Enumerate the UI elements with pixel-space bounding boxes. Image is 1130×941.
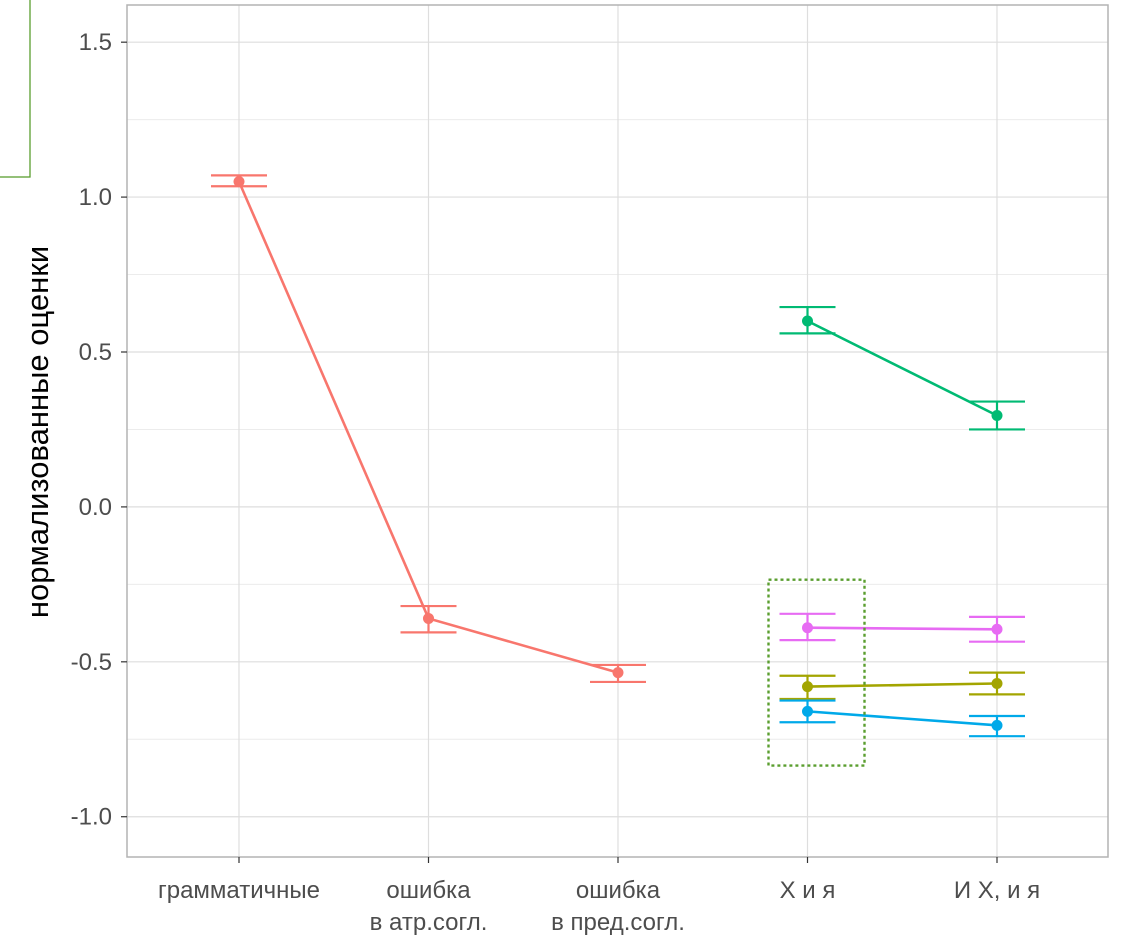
y-tick-label: 0.0	[79, 494, 112, 521]
data-point	[802, 705, 813, 717]
series-4	[779, 699, 1025, 738]
series-line	[807, 710, 998, 727]
data-point	[233, 176, 245, 188]
series-line	[806, 319, 998, 417]
y-axis-label: нормализованные оценки	[20, 246, 55, 618]
x-tick-label: И X, и я	[954, 877, 1040, 904]
x-tick-label-line2: в атр.согл.	[370, 909, 488, 936]
highlight-box	[767, 578, 866, 767]
data-point	[612, 667, 624, 679]
x-tick-label: ошибка	[386, 877, 471, 904]
series-0	[211, 174, 646, 684]
x-tick-label: грамматичные	[158, 877, 320, 904]
series-1	[779, 305, 1025, 431]
series-line	[807, 626, 998, 631]
data-point	[991, 719, 1003, 731]
x-tick-label-line2: в пред.согл.	[551, 909, 685, 936]
x-tick-label: ошибка	[576, 877, 661, 904]
data-point	[991, 678, 1003, 690]
y-tick-label: -1.0	[71, 804, 112, 831]
data-point	[802, 681, 813, 693]
data-point	[802, 622, 813, 634]
y-tick-label: -0.5	[71, 649, 112, 676]
data-point	[991, 410, 1003, 422]
y-tick-label: 0.5	[79, 339, 112, 366]
series-layer	[211, 174, 1025, 738]
overlay-layer	[0, 0, 31, 178]
series-2	[779, 612, 1025, 643]
series-line	[807, 682, 998, 688]
highlight-layer	[767, 578, 866, 767]
data-point	[802, 315, 813, 327]
grid	[127, 5, 1108, 857]
x-tick-label: X и я	[780, 877, 836, 904]
data-point	[991, 623, 1003, 635]
y-tick-label: 1.5	[79, 29, 112, 56]
y-tick-label: 1.0	[79, 184, 112, 211]
tick-labels: 1.5 1.0 0.5 0.0 -0.5 -1.0 грамматичные ошибка в …	[71, 29, 1041, 936]
overlay-box	[0, 0, 31, 178]
series-3	[779, 671, 1025, 701]
data-point	[423, 612, 434, 624]
